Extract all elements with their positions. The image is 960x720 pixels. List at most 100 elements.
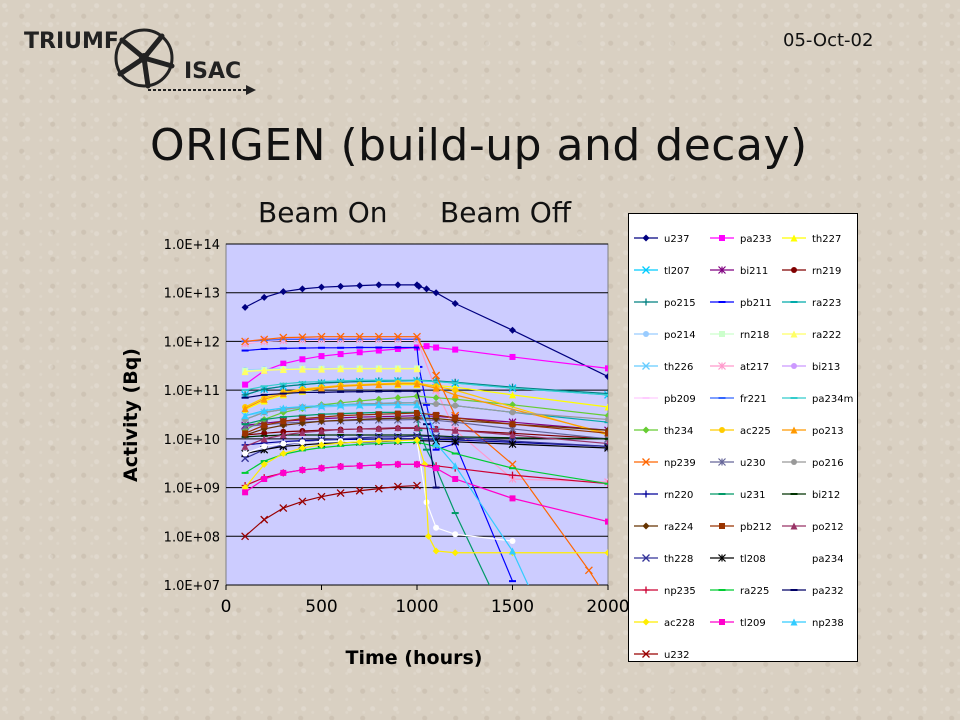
data-point <box>356 365 364 373</box>
data-point <box>509 353 516 360</box>
data-point <box>337 282 345 290</box>
data-point <box>279 404 287 412</box>
data-point <box>318 465 325 472</box>
data-point <box>432 371 441 380</box>
data-point <box>279 366 287 374</box>
series-line <box>244 435 608 459</box>
legend-label: po212 <box>812 522 844 533</box>
data-point <box>413 380 421 388</box>
data-point <box>604 444 608 452</box>
data-point <box>452 531 459 538</box>
data-point <box>337 351 344 358</box>
data-point <box>356 425 364 433</box>
data-point <box>719 523 725 529</box>
data-point <box>790 426 798 434</box>
data-point <box>394 394 402 402</box>
data-point <box>299 415 306 422</box>
legend-item-u232: u232 <box>634 650 689 661</box>
data-point <box>261 443 268 450</box>
data-point <box>642 298 650 306</box>
series-np239 <box>241 332 600 585</box>
data-point <box>356 381 364 389</box>
legend-label: ra222 <box>812 330 841 341</box>
legend-label: rn220 <box>664 490 693 501</box>
data-point <box>260 435 268 443</box>
legend-label: at217 <box>740 362 769 373</box>
legend-item-np235: np235 <box>634 586 696 597</box>
legend-item-pa234m: pa234m <box>782 394 853 405</box>
data-point <box>260 460 268 468</box>
logo-fan-icon <box>114 28 175 89</box>
series-np238 <box>241 401 529 585</box>
data-point <box>509 421 516 428</box>
series-line <box>244 427 608 447</box>
series-line <box>244 463 608 523</box>
legend-label: po213 <box>812 426 844 437</box>
data-point <box>241 303 249 311</box>
triumf-isac-logo: TRIUMF ISAC <box>22 22 262 102</box>
legend-item-bi211: bi211 <box>710 266 768 277</box>
data-point <box>605 430 608 437</box>
data-point <box>791 363 797 369</box>
legend-label: tl208 <box>740 554 766 565</box>
data-point <box>318 384 325 392</box>
legend-item-ra224: ra224 <box>634 522 693 533</box>
date-label: 05-Oct-02 <box>783 30 874 51</box>
data-point <box>642 586 650 594</box>
data-point <box>718 554 726 562</box>
legend-label: pa233 <box>740 234 772 245</box>
legend-label: bi213 <box>812 362 840 373</box>
data-point <box>509 431 516 439</box>
legend-label: u231 <box>740 490 765 501</box>
x-axis-label: Time (hours) <box>346 647 483 669</box>
data-point <box>413 424 421 432</box>
data-point <box>452 387 459 394</box>
series-ra222 <box>241 365 421 376</box>
legend-item-pa234: pa234 <box>782 554 844 565</box>
data-point <box>604 390 608 399</box>
data-point <box>260 366 268 374</box>
data-point <box>337 401 345 409</box>
data-point <box>604 373 608 381</box>
data-point <box>241 442 249 450</box>
data-point <box>318 414 325 421</box>
series-line <box>245 338 417 343</box>
data-point <box>375 401 383 409</box>
data-point <box>317 332 326 341</box>
data-point <box>394 281 402 289</box>
data-point <box>509 471 516 479</box>
data-point <box>452 346 459 353</box>
legend-label: ra225 <box>740 586 769 597</box>
legend-label: pb209 <box>664 394 696 405</box>
legend-label: tl209 <box>740 618 766 629</box>
data-point <box>241 368 249 376</box>
data-point <box>642 618 650 626</box>
data-point <box>642 522 650 530</box>
legend-item-rn220: rn220 <box>634 490 693 501</box>
data-point <box>318 353 325 360</box>
data-point <box>433 344 440 351</box>
data-point <box>432 547 440 555</box>
legend-label: rn218 <box>740 330 769 341</box>
data-point <box>452 475 459 482</box>
data-point <box>509 391 516 399</box>
data-point <box>260 407 268 415</box>
legend-label: th228 <box>664 554 693 565</box>
series-layer <box>241 281 608 585</box>
series-line <box>245 418 608 440</box>
data-point <box>317 492 326 501</box>
data-point <box>261 475 268 482</box>
legend-item-pb209: pb209 <box>634 394 696 405</box>
data-point <box>394 345 401 352</box>
data-point <box>790 618 798 626</box>
data-point <box>242 430 249 437</box>
data-point <box>719 331 725 337</box>
legend-label: pb212 <box>740 522 772 533</box>
data-point <box>375 395 383 403</box>
data-point <box>415 282 423 290</box>
data-point <box>337 365 345 373</box>
data-point <box>414 461 420 468</box>
legend-item-th226: th226 <box>634 362 693 373</box>
data-point <box>604 434 608 443</box>
data-point <box>433 524 440 531</box>
